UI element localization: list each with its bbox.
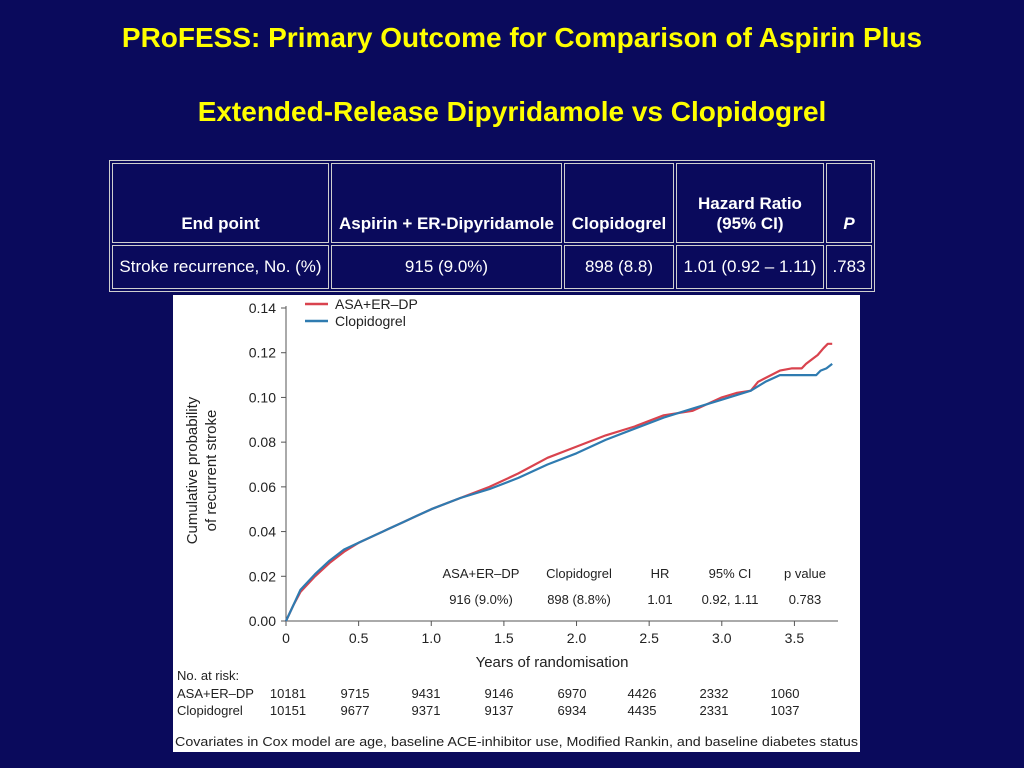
header-end-point: End point [112,163,329,243]
at-risk-value: 9137 [485,703,514,718]
x-tick-label: 2.5 [639,630,659,646]
at-risk-value: 4435 [628,703,657,718]
y-tick-label: 0.14 [249,300,276,316]
stats-value: 0.783 [789,592,822,607]
footnote: Covariates in Cox model are age, baselin… [175,735,858,749]
x-tick-label: 1.0 [422,630,442,646]
x-tick-label: 2.0 [567,630,587,646]
y-tick-label: 0.08 [249,434,276,450]
y-axis-label-line2: of recurrent stroke [203,410,220,532]
at-risk-value: 6970 [558,686,587,701]
results-table-header-row: End point Aspirin + ER-Dipyridamole Clop… [112,163,872,243]
slide-title-line1: PRoFESS: Primary Outcome for Comparison … [121,22,923,53]
header-aspirin-er-dipyridamole: Aspirin + ER-Dipyridamole [331,163,562,243]
km-chart-panel: 0.00 0.02 0.04 0.06 0.08 0.10 0.12 0.14 0 0.5 1.0 1… [173,295,860,752]
at-risk-value: 9371 [412,703,441,718]
stats-header: ASA+ER–DP [443,566,520,581]
at-risk-value: 10151 [270,703,306,718]
series-line-asa-er-dp [285,342,833,622]
x-tick-label: 0 [282,630,290,646]
cell-end-point: Stroke recurrence, No. (%) [112,245,329,289]
at-risk-value: 9677 [341,703,370,718]
at-risk-row-label: ASA+ER–DP [177,686,254,701]
stats-header: HR [651,566,670,581]
header-clopidogrel: Clopidogrel [564,163,674,243]
stats-value: 0.92, 1.11 [702,592,759,607]
y-tick-label: 0.10 [249,389,276,405]
slide-title-line2: Extended-Release Dipyridamole vs Clopido… [197,96,827,127]
x-tick-label: 1.5 [494,630,514,646]
header-ci-label: (95% CI) [716,214,784,233]
at-risk-value: 2332 [700,686,729,701]
cell-aspirin-er-dipyridamole: 915 (9.0%) [331,245,562,289]
at-risk-value: 2331 [700,703,729,718]
at-risk-value: 9715 [341,686,370,701]
stats-value: 898 (8.8%) [547,592,611,607]
cell-clopidogrel: 898 (8.8) [564,245,674,289]
at-risk-value: 10181 [270,686,306,701]
stats-header: p value [784,566,826,581]
at-risk-value: 6934 [558,703,587,718]
at-risk-value: 4426 [628,686,657,701]
header-p: P [826,163,872,243]
at-risk-value: 9431 [412,686,441,701]
results-table-row: Stroke recurrence, No. (%) 915 (9.0%) 89… [112,245,872,289]
legend-label: ASA+ER–DP [335,296,418,312]
y-tick-label: 0.04 [249,524,276,540]
y-tick-label: 0.00 [249,613,276,629]
header-hazard-ratio-label: Hazard Ratio [698,194,802,213]
x-tick-label: 3.5 [785,630,805,646]
stats-value: 1.01 [647,592,672,607]
results-table: End point Aspirin + ER-Dipyridamole Clop… [109,160,875,292]
y-tick-label: 0.06 [249,479,276,495]
at-risk-title: No. at risk: [177,668,239,683]
at-risk-value: 1060 [771,686,800,701]
x-axis-label: Years of randomisation [476,654,629,671]
x-tick-label: 0.5 [349,630,369,646]
y-tick-label: 0.02 [249,568,276,584]
at-risk-value: 1037 [771,703,800,718]
header-hazard-ratio: Hazard Ratio (95% CI) [676,163,824,243]
stats-header: 95% CI [709,566,752,581]
at-risk-value: 9146 [485,686,514,701]
series-line-clopidogrel [285,363,833,622]
y-tick-label: 0.12 [249,345,276,361]
legend-label: Clopidogrel [335,313,406,329]
cell-hazard-ratio: 1.01 (0.92 – 1.11) [676,245,824,289]
y-axis-label-line1: Cumulative probability [184,396,201,544]
cell-p: .783 [826,245,872,289]
x-tick-label: 3.0 [712,630,732,646]
at-risk-row-label: Clopidogrel [177,703,243,718]
km-chart: 0.000.020.040.060.080.100.120.140 0.5 1.0 1… [175,296,858,749]
stats-header: Clopidogrel [546,566,612,581]
stats-value: 916 (9.0%) [449,592,513,607]
